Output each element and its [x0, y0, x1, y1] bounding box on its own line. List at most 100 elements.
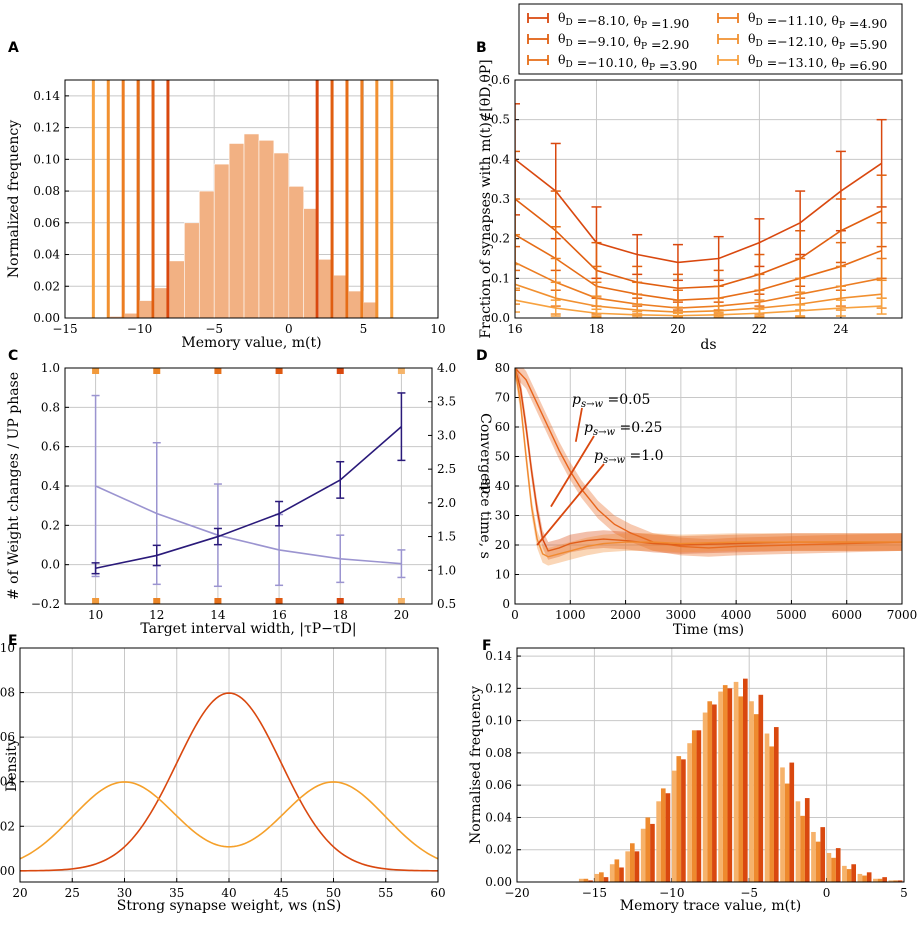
y-tick-label: 0.10 [33, 152, 60, 166]
histogram-bar [691, 730, 697, 882]
legend-label-part: θ [748, 31, 756, 46]
legend-label-part: =−8.10, [573, 13, 634, 28]
histogram-bar [800, 815, 805, 882]
x-tick-label: 14 [210, 608, 226, 622]
x-tick-label: 1000 [555, 608, 586, 622]
confidence-band [515, 368, 902, 560]
legend-label-part: θ [748, 10, 756, 25]
histogram-bar [640, 828, 646, 882]
y-tick-label: 0.0 [491, 311, 510, 325]
x-tick-label: 20 [394, 608, 409, 622]
histogram-bar [815, 841, 821, 882]
x-tick-label: 24 [833, 322, 849, 336]
histogram-bar [702, 712, 708, 882]
plot-area [515, 368, 902, 566]
histogram-bar [749, 701, 754, 882]
annotation-label-part: p [594, 448, 603, 464]
y-tick-label: 0.00 [485, 875, 512, 889]
panel-letter: D [476, 348, 488, 364]
y-right-tick-label: 1.0 [437, 563, 456, 577]
histogram-bar [842, 865, 847, 882]
x-axis-label: ds [700, 337, 716, 353]
legend-label-part: D [756, 39, 763, 49]
legend-label-part: =3.90 [655, 58, 697, 73]
histogram-bar [630, 843, 635, 882]
plot-border [64, 367, 433, 605]
histogram-bar [660, 788, 666, 882]
annotation-label-part: =1.0 [625, 448, 663, 464]
x-tick-label: 12 [149, 608, 164, 622]
bottom-marker [275, 598, 283, 604]
legend-label-part: P [641, 42, 647, 52]
x-tick-label: −5 [205, 322, 223, 336]
series-line [515, 261, 882, 309]
x-tick-label: 5000 [776, 608, 807, 622]
x-tick-label: 16 [271, 608, 286, 622]
histogram-bar [804, 798, 810, 882]
legend-label-part: θ [831, 34, 839, 49]
y-right-tick-label: 0.5 [437, 597, 456, 611]
histogram-bar [753, 714, 759, 882]
panel-a: −15 −10 −5 0 5 10 0.00 0.02 0.04 0.06 0.08 0.10 0.12… [6, 79, 446, 351]
histogram-bar [645, 817, 651, 882]
x-tick-label: 16 [507, 322, 522, 336]
bottom-marker [214, 598, 222, 604]
y-tick-label: 0.6 [491, 73, 510, 87]
histogram-bar [634, 851, 640, 882]
x-tick-label: 40 [221, 886, 236, 900]
y-tick-label: 20 [495, 538, 510, 552]
y-axis-label: Normalised frequency [468, 686, 484, 844]
plot-border [514, 79, 903, 319]
y-right-tick-label: 3.5 [437, 395, 456, 409]
histogram-bar [831, 857, 836, 882]
series-line [515, 198, 882, 290]
legend-label-part: =2.90 [647, 37, 689, 52]
series-line [515, 368, 902, 558]
histogram-bar [846, 869, 852, 882]
x-tick-label: −15 [52, 322, 77, 336]
x-axis-label: Memory trace value, m(t) [620, 898, 801, 914]
histogram-bar [784, 783, 790, 882]
y-tick-label: 60 [495, 420, 510, 434]
y-tick-label: 80 [495, 361, 510, 375]
histogram-bar [228, 143, 245, 318]
y-tick-label: 0.2 [491, 232, 510, 246]
annotation-label: ps→w =0.25 [584, 420, 662, 438]
bottom-marker [92, 598, 100, 604]
histogram-bar [733, 681, 739, 882]
x-tick-label: 50 [326, 886, 341, 900]
histogram-bar [184, 222, 200, 318]
histogram-bar [835, 848, 841, 882]
histogram-bar [811, 831, 816, 882]
y-tick-label: 0.00 [0, 864, 15, 878]
top-marker [336, 368, 344, 374]
annotation-label: ps→w =0.05 [572, 392, 650, 410]
series-line [515, 283, 882, 313]
histogram-bar [773, 727, 779, 882]
histogram-bar [707, 701, 713, 882]
legend-label-part: P [839, 42, 845, 52]
histogram-bar [722, 685, 728, 882]
legend-label-part: =−12.10, [763, 34, 832, 49]
x-tick-label: −15 [582, 886, 607, 900]
bottom-marker [153, 598, 161, 604]
legend-label-part: =−11.10, [763, 13, 832, 28]
histogram-bar [862, 875, 867, 882]
legend-label-part: θ [633, 13, 641, 28]
histogram-bar [609, 864, 615, 882]
histogram-bar [676, 756, 682, 882]
y-tick-label: 0.14 [33, 89, 60, 103]
legend-label-part: θ [558, 52, 566, 67]
density-curve [20, 781, 438, 860]
legend-label-part: =5.90 [845, 37, 887, 52]
histogram-bar [727, 688, 733, 882]
x-tick-label: 4000 [721, 608, 752, 622]
panel-b: 16 18 20 22 24 0.0 0.1 0.2 0.3 0.4 0.5 0.6 ds Fractio… [478, 59, 903, 353]
panel-letter: B [476, 40, 487, 56]
series-line [515, 234, 882, 301]
legend-label-part: θ [831, 13, 839, 28]
legend: θD =−8.10, θP =1.90 θD =−11.10, θP =4.90θ… [518, 3, 903, 75]
x-tick-label: 60 [430, 886, 445, 900]
y-tick-label: 0.12 [485, 681, 512, 695]
legend-label-part: P [839, 63, 845, 73]
